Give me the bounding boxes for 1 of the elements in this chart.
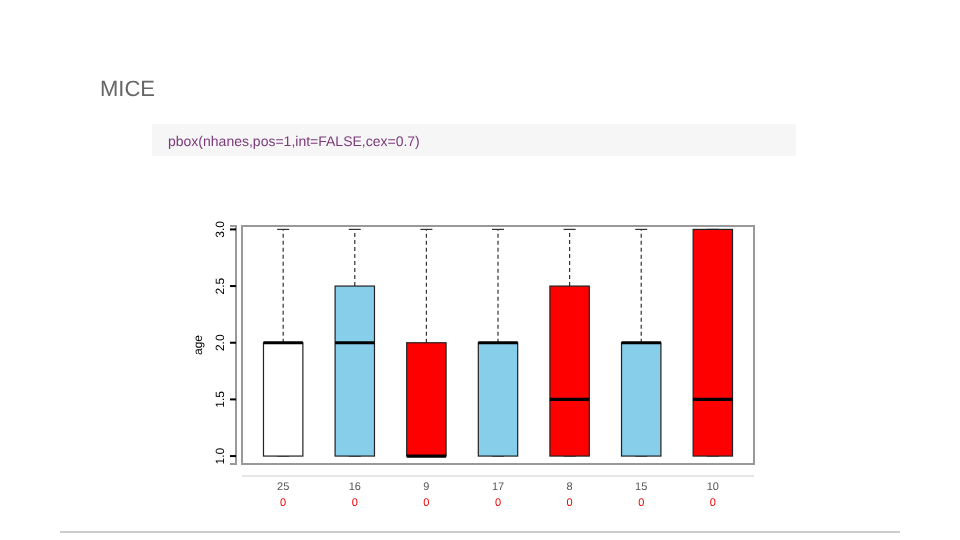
chart-title: MICE [100,78,155,102]
